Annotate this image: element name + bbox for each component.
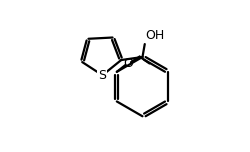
Text: O: O — [123, 57, 133, 70]
Text: S: S — [98, 69, 106, 82]
Text: OH: OH — [145, 29, 164, 42]
